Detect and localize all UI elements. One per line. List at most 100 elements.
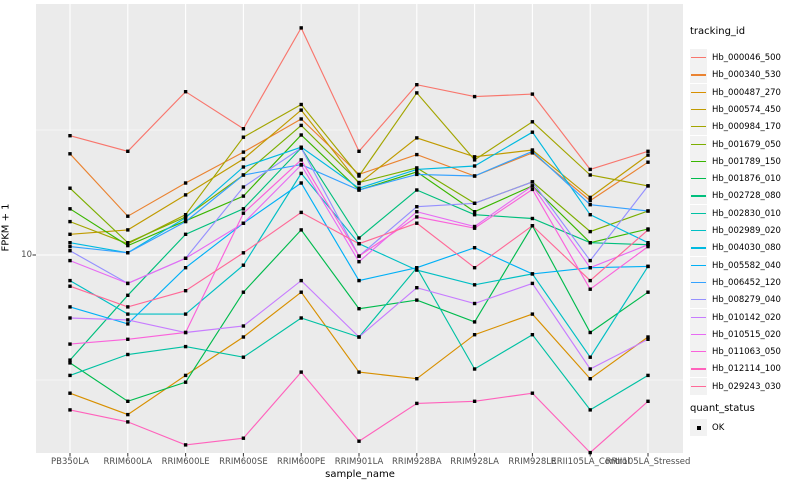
legend-entry-label: Hb_000487_270 <box>712 87 781 98</box>
data-point-Hb_012114_100 <box>472 399 477 403</box>
data-point-Hb_008279_040 <box>415 205 419 209</box>
data-point-Hb_010515_020 <box>415 210 419 214</box>
data-point-Hb_002830_010 <box>588 408 592 412</box>
legend-key-line-icon <box>691 91 706 93</box>
data-point-Hb_008279_040 <box>588 258 592 263</box>
data-point-Hb_001876_010 <box>357 307 361 311</box>
data-point-Hb_008279_040 <box>530 180 535 184</box>
data-point-Hb_029243_030 <box>646 228 650 232</box>
legend-key <box>690 187 707 205</box>
data-point-Hb_002989_020 <box>472 283 477 287</box>
legend-title-tracking-id: tracking_id <box>690 26 746 37</box>
legend-entry-label: Hb_002989_020 <box>712 226 781 236</box>
data-point-Hb_029243_030 <box>183 289 188 293</box>
data-point-Hb_000984_170 <box>299 102 303 107</box>
legend-entry-label: Hb_001679_050 <box>712 139 781 150</box>
data-point-Hb_010515_020 <box>68 258 72 263</box>
data-point-Hb_000340_530 <box>415 152 419 157</box>
legend-key-line-icon <box>691 212 706 214</box>
data-point-Hb_000340_530 <box>299 117 303 121</box>
data-point-Hb_002728_080 <box>530 216 535 221</box>
legend-key <box>690 83 707 101</box>
data-point-Hb_010142_020 <box>646 337 650 341</box>
data-point-Hb_000046_500 <box>241 127 246 131</box>
data-point-Hb_011063_050 <box>646 244 650 249</box>
legend-key <box>690 170 707 188</box>
legend-key-line-icon <box>691 57 706 59</box>
data-point-Hb_001876_010 <box>126 399 130 403</box>
data-point-Hb_000046_500 <box>357 149 361 153</box>
data-point-Hb_005582_040 <box>530 272 535 276</box>
legend-entry-label: Hb_010142_020 <box>712 312 781 323</box>
data-point-Hb_012114_100 <box>357 439 361 443</box>
data-point-Hb_010142_020 <box>299 278 303 283</box>
data-point-Hb_000340_530 <box>588 198 592 203</box>
data-point-Hb_001876_010 <box>472 320 477 324</box>
data-point-Hb_000574_450 <box>588 195 592 200</box>
data-point-Hb_001679_050 <box>357 180 361 185</box>
data-point-Hb_005582_040 <box>646 264 650 269</box>
data-point-Hb_001789_150 <box>68 207 72 211</box>
legend-key <box>690 152 707 170</box>
data-point-Hb_029243_030 <box>68 284 72 288</box>
data-point-Hb_000487_270 <box>472 333 477 337</box>
data-point-Hb_029243_030 <box>357 242 361 246</box>
data-point-Hb_002830_010 <box>126 352 130 357</box>
legend-key <box>690 377 707 395</box>
legend-key-line-icon <box>691 143 706 145</box>
data-point-Hb_012114_100 <box>588 450 592 455</box>
x-tick-label-RRIM901LA: RRIM901LA <box>334 457 384 467</box>
legend-key-line-icon <box>691 264 706 266</box>
data-point-Hb_001789_150 <box>126 243 130 248</box>
data-point-Hb_000046_500 <box>530 92 535 96</box>
data-point-Hb_002989_020 <box>126 312 130 316</box>
legend-key-line-icon <box>691 247 706 249</box>
legend-key-line-icon <box>691 316 706 318</box>
data-point-Hb_000574_450 <box>472 155 477 159</box>
legend-key-line-icon <box>691 333 706 336</box>
data-point-Hb_029243_030 <box>472 266 477 270</box>
legend-key <box>690 325 707 343</box>
legend-entry-label: Hb_005582_040 <box>712 260 781 271</box>
data-point-Hb_000340_530 <box>646 160 650 164</box>
data-point-Hb_000574_450 <box>299 108 303 112</box>
data-point-Hb_010515_020 <box>530 184 535 188</box>
data-point-Hb_002728_080 <box>415 188 419 192</box>
x-axis-title: sample_name <box>325 469 395 480</box>
data-point-Hb_002728_080 <box>588 241 592 245</box>
data-point-Hb_011063_050 <box>472 226 477 230</box>
legend-key <box>690 291 707 309</box>
data-point-Hb_010515_020 <box>183 256 188 260</box>
legend-key <box>690 308 707 326</box>
legend-key-line-icon <box>691 160 706 163</box>
data-point-Hb_000487_270 <box>241 335 246 339</box>
data-point-Hb_000574_450 <box>646 153 650 157</box>
data-point-Hb_001789_150 <box>415 170 419 174</box>
x-tick-label-RRIM928LA: RRIM928LA <box>450 457 499 467</box>
data-point-Hb_004030_080 <box>588 213 592 217</box>
data-point-Hb_002989_020 <box>415 268 419 272</box>
data-point-Hb_000574_450 <box>241 157 246 161</box>
data-point-Hb_011063_050 <box>415 215 419 219</box>
black-square-point-icon <box>696 425 701 430</box>
data-point-Hb_000984_170 <box>68 219 72 224</box>
legend-key <box>690 222 707 239</box>
data-point-Hb_001876_010 <box>183 380 188 384</box>
data-point-Hb_000487_270 <box>126 412 130 417</box>
data-point-Hb_004030_080 <box>183 216 188 220</box>
data-point-Hb_002830_010 <box>646 373 650 378</box>
legend-key <box>690 118 707 136</box>
x-tick-label-PB350LA: PB350LA <box>51 457 89 467</box>
data-point-Hb_008279_040 <box>472 201 477 205</box>
data-point-Hb_010515_020 <box>241 221 246 225</box>
data-point-Hb_005582_040 <box>415 266 419 270</box>
data-point-Hb_000984_170 <box>588 173 592 177</box>
legend-key <box>690 239 707 257</box>
data-point-Hb_000487_270 <box>183 373 188 378</box>
x-tick-label-RRII105LA_Control: RRII105LA_Control <box>550 457 630 467</box>
data-point-Hb_002989_020 <box>299 171 303 176</box>
data-point-Hb_000046_500 <box>415 83 419 87</box>
data-point-Hb_000487_270 <box>68 391 72 395</box>
data-point-Hb_001876_010 <box>415 298 419 302</box>
